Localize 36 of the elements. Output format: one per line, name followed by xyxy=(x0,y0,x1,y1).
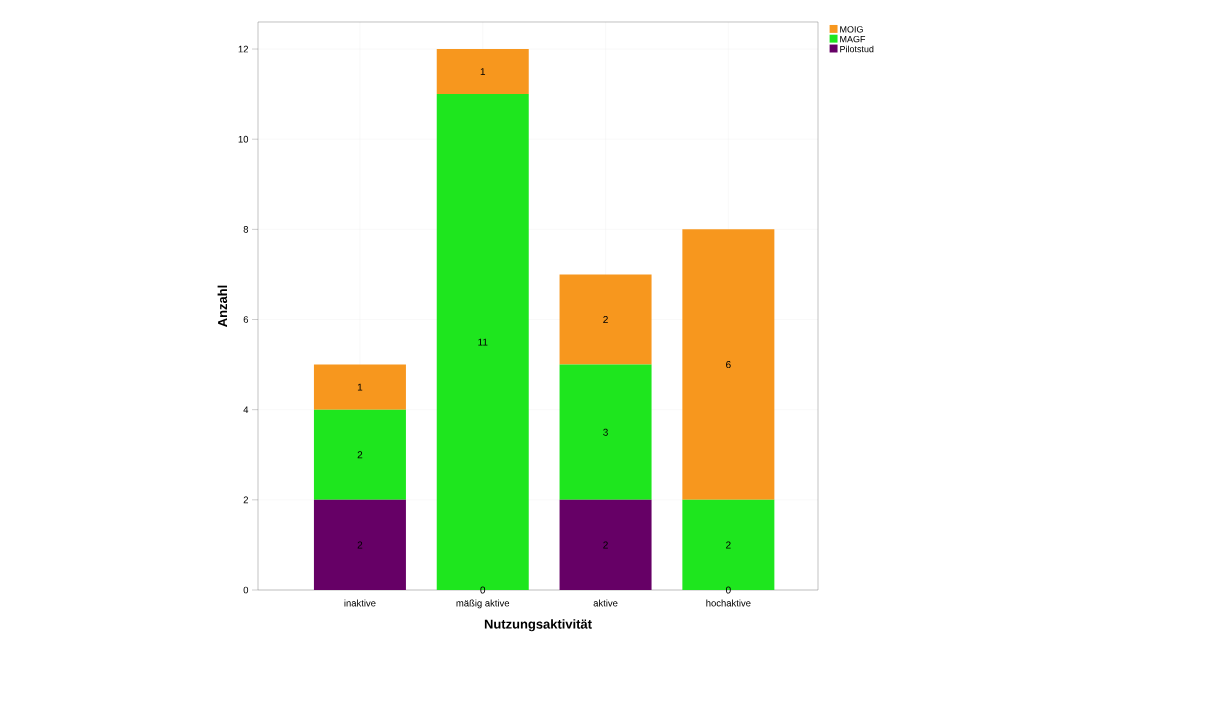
legend-label: Pilotstud xyxy=(840,45,874,53)
bar xyxy=(559,274,652,365)
data-label: 2 xyxy=(603,316,608,323)
data-label: 6 xyxy=(726,361,731,369)
bar xyxy=(559,499,652,590)
data-label: 11 xyxy=(478,338,488,346)
x-tick-label: hochaktive xyxy=(706,599,751,607)
y-tick-label: 4 xyxy=(243,406,249,413)
data-label: 2 xyxy=(603,541,608,549)
y-tick-label: 10 xyxy=(238,135,249,143)
y-tick-label: 2 xyxy=(243,496,249,504)
y-tick-label: 8 xyxy=(243,226,249,233)
x-tick-label: inaktive xyxy=(344,599,376,607)
data-label: 2 xyxy=(726,541,731,549)
y-tick-label: 0 xyxy=(243,586,249,594)
y-axis-title: Anzahl xyxy=(217,285,228,327)
bar xyxy=(313,409,406,500)
data-label: 3 xyxy=(603,428,608,436)
x-tick-label: aktive xyxy=(593,599,618,607)
data-label: 1 xyxy=(357,383,363,391)
annotation: 0 xyxy=(480,586,486,594)
y-tick-label: 12 xyxy=(238,45,249,53)
bar xyxy=(682,229,775,500)
legend-label: MOIG xyxy=(840,26,863,33)
annotation: 0 xyxy=(725,586,731,594)
bar xyxy=(436,49,529,95)
y-tick-label: 6 xyxy=(243,316,249,323)
x-tick-label: mäßig aktive xyxy=(456,599,510,609)
bar xyxy=(559,364,652,500)
bar xyxy=(313,364,406,410)
bar xyxy=(313,499,406,590)
x-axis-title: Nutzungsaktivität xyxy=(484,619,592,632)
data-label: 2 xyxy=(357,541,363,549)
legend-label: MAGF xyxy=(840,35,866,43)
data-label: 2 xyxy=(357,451,363,459)
data-label: 1 xyxy=(480,68,486,76)
